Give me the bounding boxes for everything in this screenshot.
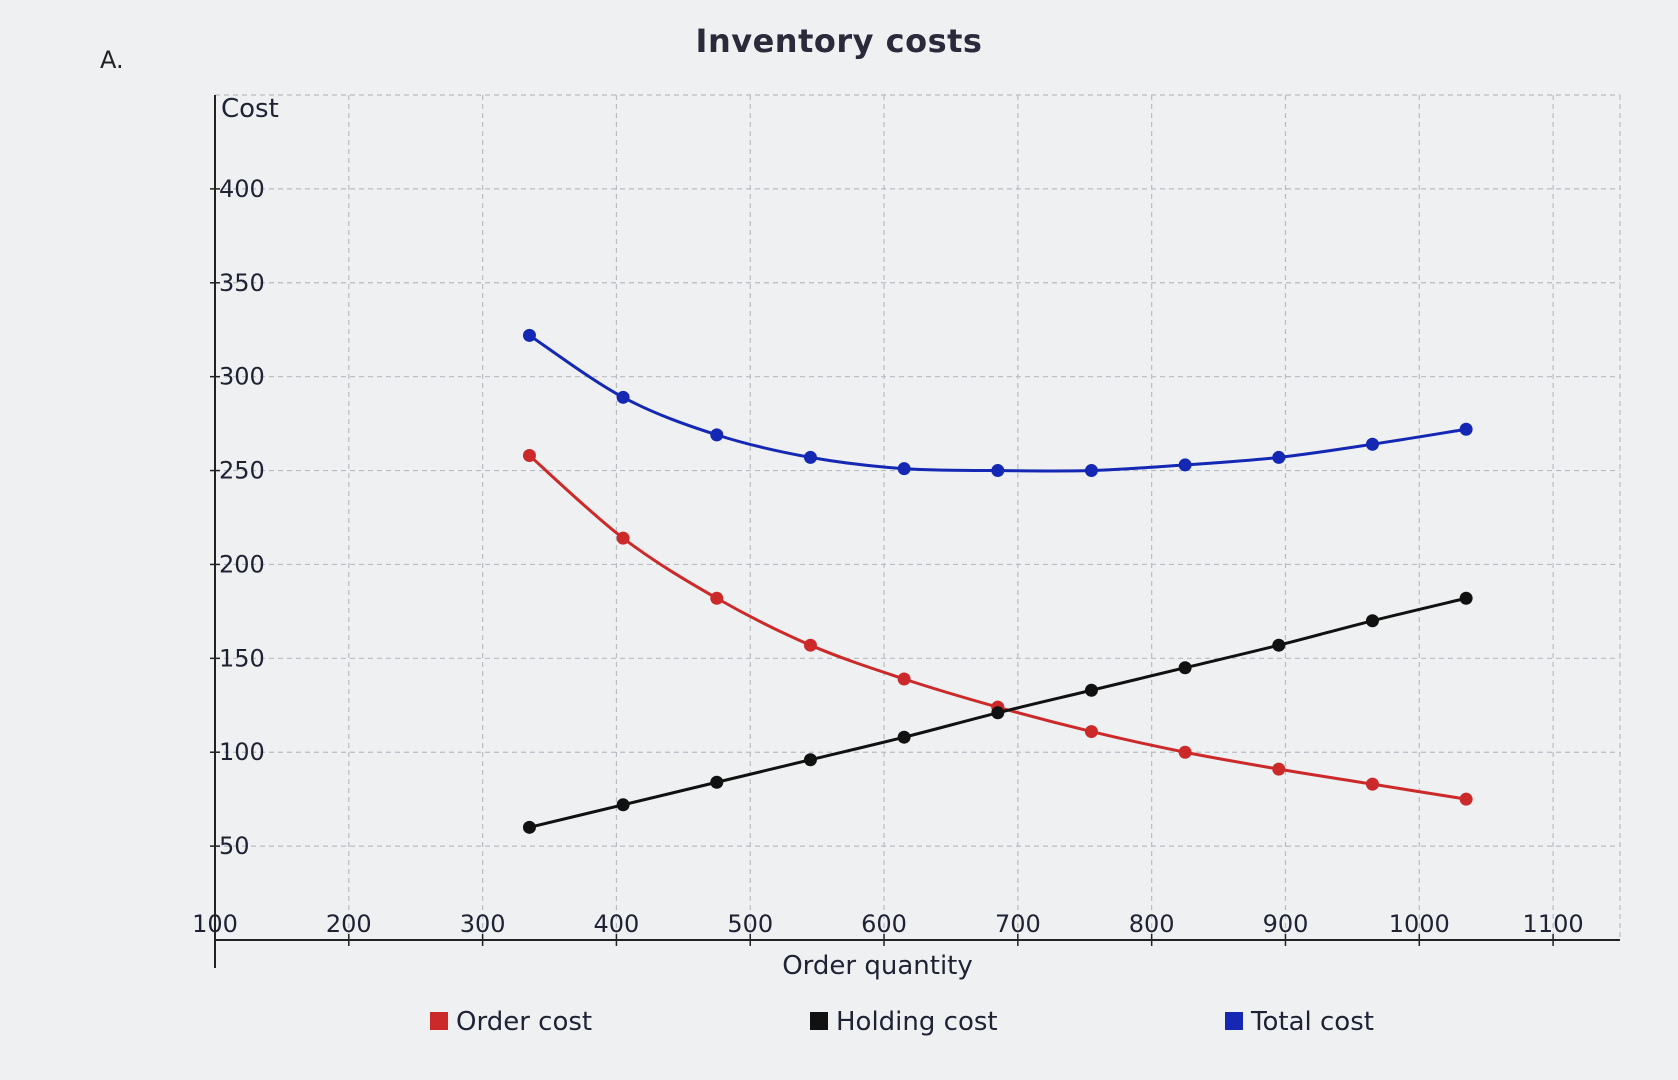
holding-cost-point — [523, 821, 536, 834]
y-tick-label: 50 — [219, 832, 250, 860]
x-tick-label: 1000 — [1389, 910, 1450, 938]
x-axis-title: Order quantity — [782, 951, 973, 981]
order-cost-legend-label: Order cost — [456, 1007, 592, 1037]
order-cost-point — [1460, 793, 1473, 806]
total-cost-point — [1366, 438, 1379, 451]
total-cost-point — [804, 451, 817, 464]
holding-cost-point — [804, 753, 817, 766]
holding-cost-point — [1460, 592, 1473, 605]
holding-cost-point — [1179, 661, 1192, 674]
axes: Cost Order quantity — [215, 94, 1620, 981]
order-cost-legend-swatch — [430, 1012, 448, 1030]
total-cost-point — [523, 329, 536, 342]
total-cost-point — [617, 391, 630, 404]
order-cost-point — [523, 449, 536, 462]
x-tick-label: 900 — [1263, 910, 1309, 938]
x-tick-label: 400 — [594, 910, 640, 938]
order-cost-point — [1272, 763, 1285, 776]
x-tick-label: 700 — [995, 910, 1041, 938]
y-tick-label: 200 — [219, 550, 265, 578]
y-axis-title: Cost — [221, 94, 279, 124]
holding-cost-point — [617, 798, 630, 811]
y-tick-label: 150 — [219, 644, 265, 672]
total-cost-point — [1179, 458, 1192, 471]
order-cost-point — [1366, 778, 1379, 791]
y-tick-label: 100 — [219, 738, 265, 766]
total-cost-legend-label: Total cost — [1250, 1007, 1374, 1037]
total-cost-point — [1085, 464, 1098, 477]
order-cost-line — [529, 456, 1466, 800]
y-tick-label: 300 — [219, 363, 265, 391]
order-cost-point — [1179, 746, 1192, 759]
holding-cost-legend-swatch — [810, 1012, 828, 1030]
total-cost-point — [1460, 423, 1473, 436]
holding-cost-point — [710, 776, 723, 789]
x-tick-label: 100 — [192, 910, 238, 938]
total-cost-point — [898, 462, 911, 475]
order-cost-point — [804, 639, 817, 652]
total-cost-point — [710, 428, 723, 441]
series-group — [523, 329, 1473, 834]
x-tick-label: 200 — [326, 910, 372, 938]
x-tick-label: 500 — [727, 910, 773, 938]
x-tick-label: 1100 — [1523, 910, 1584, 938]
holding-cost-point — [1366, 614, 1379, 627]
holding-cost-point — [1272, 639, 1285, 652]
order-cost-point — [617, 532, 630, 545]
total-cost-point — [991, 464, 1004, 477]
y-tick-label: 350 — [219, 269, 265, 297]
order-cost-point — [710, 592, 723, 605]
order-cost-point — [1085, 725, 1098, 738]
total-cost-point — [1272, 451, 1285, 464]
holding-cost-point — [991, 706, 1004, 719]
x-tick-label: 800 — [1129, 910, 1175, 938]
x-tick-label: 300 — [460, 910, 506, 938]
order-cost-point — [898, 672, 911, 685]
holding-cost-point — [898, 731, 911, 744]
gridlines — [215, 95, 1620, 940]
ticks: 100 200 300 400 500 600 700 800 900 1000 1100 50 100… — [192, 175, 1584, 946]
legend: Order cost Holding cost Total cost — [430, 1007, 1374, 1037]
total-cost-legend-swatch — [1225, 1012, 1243, 1030]
x-tick-label: 600 — [861, 910, 907, 938]
y-tick-label: 250 — [219, 457, 265, 485]
total-cost-line — [529, 335, 1466, 471]
holding-cost-legend-label: Holding cost — [836, 1007, 998, 1037]
y-tick-label: 400 — [219, 175, 265, 203]
holding-cost-point — [1085, 684, 1098, 697]
